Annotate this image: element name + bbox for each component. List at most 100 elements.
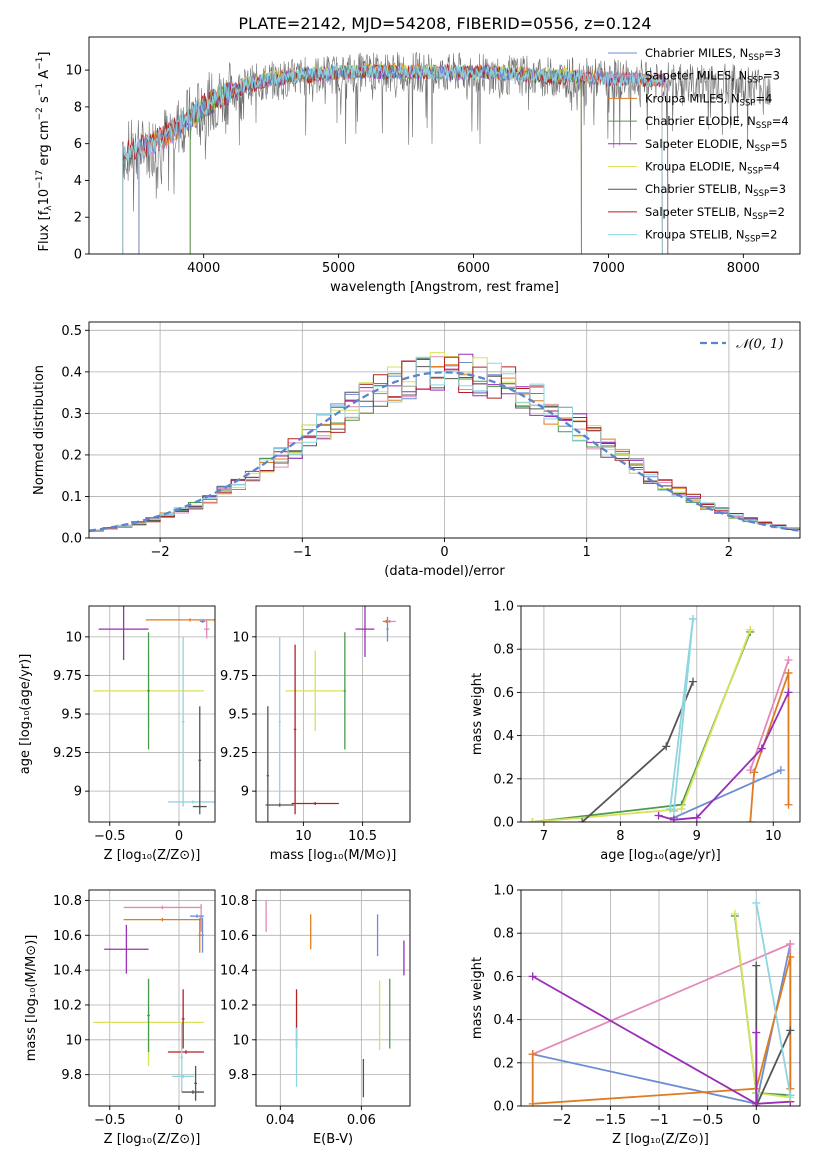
weight-marker-chabrier_miles — [776, 766, 785, 775]
x-tick-label: −0.5 — [692, 1113, 724, 1128]
weight-marker-kroupa_elodie — [677, 805, 686, 814]
spectrum-line-salpeter_elodie — [189, 63, 582, 254]
x-tick-label: 7 — [540, 829, 548, 844]
weight-marker-chabrier_stelib — [578, 818, 587, 822]
x-tick-label: 4000 — [187, 261, 220, 276]
legend-equals: =3 — [763, 69, 780, 83]
weight-marker-kroupa_miles — [784, 668, 793, 677]
weight-marker-kroupa_elodie — [730, 909, 739, 918]
weight-marker-salpeter_miles — [786, 940, 795, 948]
x-tick-label: 8 — [616, 829, 624, 844]
normal-curve — [89, 371, 800, 532]
y-label-part: −1 — [35, 83, 45, 96]
x-tick-label: 0.06 — [347, 1113, 376, 1128]
y-label-part: ] — [37, 52, 52, 57]
y-axis-label: mass [log₁₀(M/M⊙)] — [24, 935, 39, 1062]
panel-mass_weight_vs_Z: −2 −1.5 −1 −0.5 0 0.0 0.2 0.4 0.6 0.8 1.0 Z [log₁₀(… — [470, 884, 801, 1147]
x-tick-label: 1 — [583, 545, 591, 560]
plot-area — [265, 900, 405, 1098]
weight-marker-chabrier_stelib — [662, 742, 671, 751]
weight-line-kroupa_elodie — [532, 629, 752, 822]
y-tick-label: 0.4 — [493, 729, 514, 744]
legend-subscript: SSP — [756, 121, 772, 131]
weight-marker-kroupa_miles — [750, 768, 759, 777]
weight-marker-salpeter_elodie — [654, 811, 663, 820]
legend-equals: =3 — [769, 182, 786, 196]
legend-label-salpeter_stelib: Salpeter STELIB, NSSP=2 — [645, 205, 785, 222]
plot-area — [528, 614, 793, 822]
y-tick-label: 0.0 — [493, 1100, 514, 1115]
weight-line-salpeter_miles — [749, 659, 790, 771]
weight-line-kroupa_miles — [531, 956, 792, 1105]
weight-marker-kroupa_miles — [528, 1099, 537, 1106]
y-tick-label: 10.8 — [220, 894, 249, 909]
legend-equals: =2 — [768, 205, 785, 219]
legend-subscript: SSP — [740, 98, 756, 108]
weight-marker-kroupa_stelib — [752, 898, 761, 907]
y-tick-label: 6 — [74, 137, 82, 152]
weight-marker-salpeter_miles — [784, 656, 793, 664]
y-tick-label: 10.8 — [53, 894, 82, 909]
weight-line-chabrier_elodie — [532, 631, 752, 822]
y-tick-label: 9.8 — [228, 1068, 249, 1083]
y-tick-label: 10 — [65, 630, 82, 645]
x-tick-label: 0 — [440, 545, 448, 560]
x-tick-label: 2 — [725, 545, 733, 560]
y-tick-label: 10.4 — [53, 964, 82, 979]
panel-spectrum: 4000 5000 6000 7000 8000 0 2 4 6 8 10 wavelength [A… — [35, 36, 801, 295]
x-tick-label: 7000 — [592, 261, 625, 276]
y-label-part: s — [37, 96, 52, 107]
x-tick-label: 10 — [295, 829, 312, 844]
y-axis-label: Flux [fλ10−17 erg cm−2 s−1 A−1] — [35, 52, 54, 252]
weight-marker-salpeter_elodie — [752, 1028, 761, 1037]
y-tick-label: 9.75 — [53, 669, 82, 684]
y-tick-label: 0.3 — [61, 407, 82, 422]
weight-marker-kroupa_elodie — [746, 625, 755, 634]
y-label-part: −1 — [35, 57, 45, 70]
legend-subscript: SSP — [753, 189, 769, 199]
legend-equals: =2 — [760, 228, 777, 242]
weight-line-kroupa_stelib — [755, 902, 792, 1096]
weight-line-chabrier_stelib — [755, 965, 792, 1106]
spectrum-line-salpeter_stelib — [122, 63, 663, 254]
weight-line-kroupa_stelib — [673, 618, 694, 812]
y-tick-label: 10 — [232, 1033, 249, 1048]
y-axis-label: mass weight — [470, 673, 485, 755]
weight-marker-salpeter_elodie — [669, 815, 678, 822]
weight-marker-kroupa_stelib — [669, 807, 678, 816]
panel-residual_histogram: −2 −1 0 1 2 0.0 0.1 0.2 0.3 0.4 0.5 (data-model)/er… — [32, 321, 801, 579]
x-axis-label: mass [log₁₀(M/M⊙)] — [270, 848, 397, 863]
y-tick-label: 9.25 — [53, 746, 82, 761]
legend-label-chabrier_elodie: Chabrier ELODIE, NSSP=4 — [645, 114, 789, 131]
axes-frame — [88, 36, 801, 255]
y-tick-label: 9 — [241, 785, 249, 800]
panel-mass_weight_vs_age: 7 8 9 10 0.0 0.2 0.4 0.6 0.8 1.0 age [log₁₀(age/yr… — [470, 600, 801, 863]
y-tick-label: 9.25 — [220, 746, 249, 761]
y-tick-label: 0.6 — [493, 686, 514, 701]
x-axis-label: Z [log₁₀(Z/Z⊙)] — [104, 848, 201, 863]
weight-line-salpeter_miles — [532, 942, 792, 1102]
x-axis-label: Z [log₁₀(Z/Z⊙)] — [612, 1132, 709, 1147]
panel-mass_vs_EBV: 0.04 0.06 9.8 10 10.2 10.4 10.6 10.8 E(B-V) — [220, 889, 411, 1147]
y-tick-label: 0.2 — [61, 448, 82, 463]
y-tick-label: 10.6 — [53, 929, 82, 944]
legend-equals: =3 — [764, 46, 781, 60]
x-axis-label: age [log₁₀(age/yr)] — [600, 848, 721, 863]
legend-label-chabrier_stelib: Chabrier STELIB, NSSP=3 — [645, 182, 786, 199]
y-label-part: λ — [44, 205, 54, 211]
legend-subscript: SSP — [747, 76, 763, 86]
plot-area — [528, 898, 795, 1106]
y-tick-label: 9.75 — [220, 669, 249, 684]
legend-equals: =4 — [763, 160, 780, 174]
y-tick-label: 0.5 — [61, 324, 82, 339]
x-tick-label: −1 — [649, 1113, 668, 1128]
x-tick-label: −0.5 — [94, 1113, 126, 1128]
axes-frame — [520, 889, 801, 1107]
y-tick-label: 0.0 — [493, 816, 514, 831]
panel-mass_vs_Z: −0.5 0 9.8 10 10.2 10.4 10.6 10.8 Z [log₁₀(Z/Z⊙)… — [24, 889, 216, 1147]
weight-marker-kroupa_elodie — [528, 818, 537, 822]
y-axis-label: Normed distribution — [32, 365, 47, 495]
weight-marker-kroupa_stelib — [786, 1091, 795, 1100]
y-tick-label: 9.5 — [228, 708, 249, 723]
